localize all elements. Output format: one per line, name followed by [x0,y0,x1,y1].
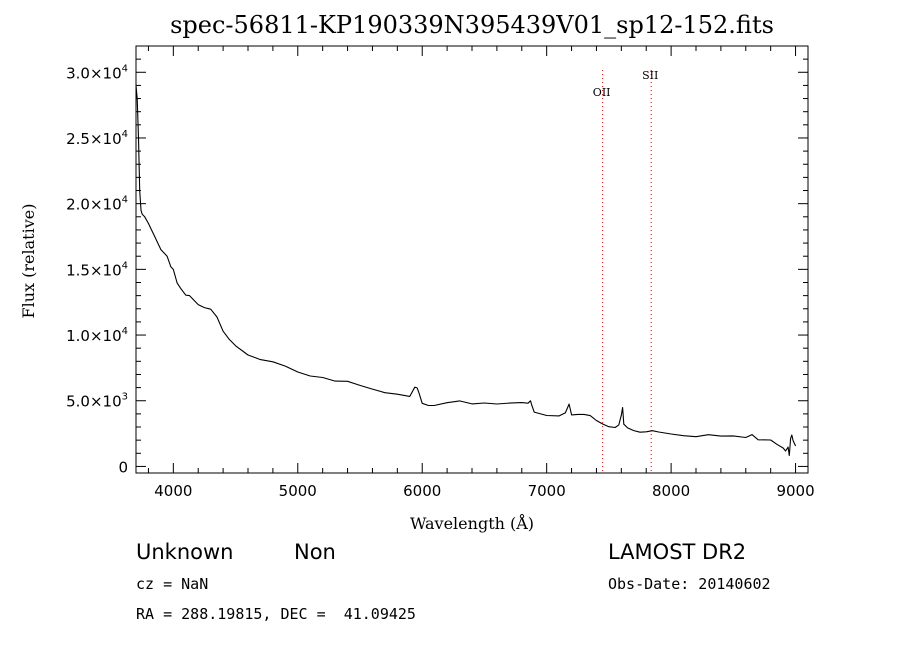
obs-date-line: Obs-Date: 20140602 [608,575,771,593]
y-tick-label: 2.5×104 [66,129,128,148]
y-tick-label: 3.0×104 [66,63,128,82]
y-tick-label: 1.5×104 [66,260,128,279]
emission-line-label: OII [593,86,611,99]
y-tick-label: 0 [118,458,128,476]
y-tick-label: 5.0×103 [66,392,128,411]
x-tick-label: 4000 [154,482,192,500]
emission-line-markers: OII SII [593,69,658,473]
y-tick-label: 1.0×104 [66,326,128,345]
spectrum-line [135,85,797,457]
y-tick-label: 2.0×104 [66,195,128,214]
survey-label: LAMOST DR2 [608,540,747,564]
x-axis-label: Wavelength (Å) [410,513,534,533]
y-axis-label: Flux (relative) [19,204,38,319]
x-tick-label: 6000 [403,482,441,500]
x-tick-label: 8000 [652,482,690,500]
subclass-label: Non [294,540,336,564]
x-tick-label: 9000 [776,482,814,500]
plot-axes: 4000 5000 6000 7000 8000 9000 0 5.0×103 1.0×104 1… [66,45,815,500]
x-tick-label: 5000 [279,482,317,500]
coordinates-line: RA = 288.19815, DEC = 41.09425 [136,605,416,623]
plot-frame [135,45,809,474]
chart-title: spec-56811-KP190339N395439V01_sp12-152.f… [170,11,774,39]
spectrum-series [135,85,797,457]
emission-line-label: SII [642,69,658,82]
redshift-line: cz = NaN [136,575,209,593]
class-label: Unknown [136,540,234,564]
x-tick-label: 7000 [528,482,566,500]
